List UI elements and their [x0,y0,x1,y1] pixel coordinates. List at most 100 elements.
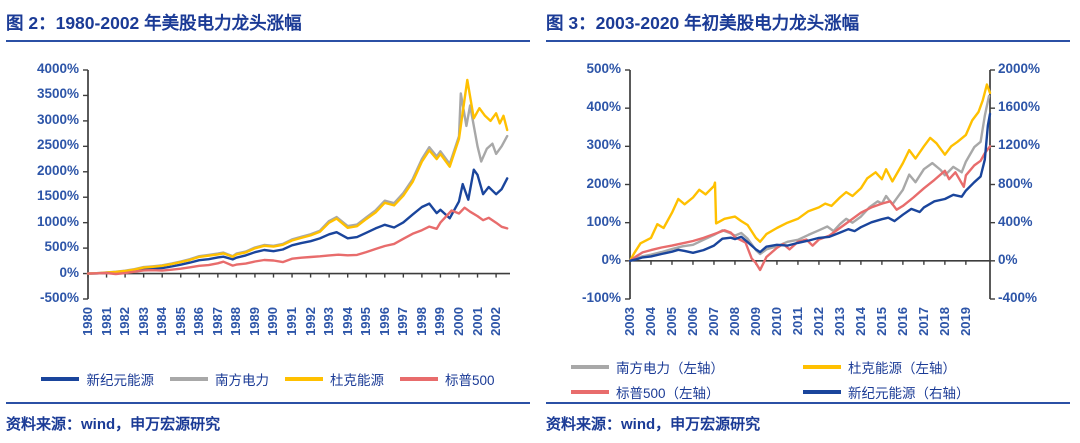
figure-2-x-tick-label: 1980 [80,307,95,336]
figure-3-yleft-tick-label: 400% [586,99,621,115]
sp500-line [628,145,992,272]
figure-3-yleft-tick-label: 300% [586,137,621,153]
figure-2-x-tick-label: 2001 [469,307,485,336]
legend-label: 新纪元能源 [86,373,154,388]
figure-2-chart: 4000% 3500% 3000% 2500% 2000% 1500% 1000% 500% 0… [0,42,540,354]
figure-2-x-tick-label: 1994 [339,307,355,336]
figure-3-x-tick-label: 2012 [810,307,826,336]
legend-line-swatch [803,389,841,394]
legend-item: 南方电力 [169,369,269,389]
figure-2-yleft-tick-label: 2000% [36,162,79,178]
figure-3-x-tick-label: 2007 [705,307,721,336]
figure-3-yleft-tick-label: 200% [586,175,621,191]
figure-3-x-tick-label: 2014 [852,307,868,336]
figure-2-yleft-tick-label: 2500% [36,137,79,153]
figure-2-yleft-tick-label: 4000% [36,61,79,76]
figure-2-yleft-tick-label: 1000% [36,213,79,229]
figure-3-yright-tick-label: 800% [998,175,1033,191]
figure-2-legend: 新纪元能源 南方电力 杜克能源 标普500 [6,356,530,402]
figure-2-x-tick-label: 1981 [98,307,114,336]
figure-3-x-tick-label: 2009 [747,307,763,336]
legend-line-swatch [571,364,609,369]
figure-3-x-tick-label: 2019 [957,307,973,336]
figure-2-plot-svg [83,69,510,300]
legend-item: 杜克能源（左轴） [803,357,1045,377]
figure-3-yright-tick-label: 1600% [998,99,1041,115]
figure-2-x-tick-label: 1984 [154,307,170,336]
figure-2-x-tick-label: 1991 [284,307,300,336]
legend-label: 杜克能源（左轴） [848,360,956,376]
figure-3-legend: 南方电力（左轴） 杜克能源（左轴） 标普500（左轴） 新纪元能源（右轴） [546,356,1070,402]
legend-line-swatch [41,377,80,381]
sp500-line [86,206,509,276]
figure-3-source: 资料来源：wind，申万宏源研究 [546,416,761,433]
figure-3-yright-tick-label: 2000% [998,61,1041,76]
figure-3-x-tick-label: 2010 [768,307,784,336]
legend-item: 南方电力（左轴） [571,357,803,377]
xinjiyuan-line [628,112,992,263]
figure-3-divider [546,402,1070,404]
legend-label: 杜克能源 [329,373,384,388]
legend-label: 标普500 [444,373,495,388]
figure-3-yleft-tick-label: 0% [601,251,621,267]
figure-2-yleft-tick-label: 3000% [36,111,79,127]
legend-line-swatch [803,364,841,369]
figure-3-x-tick-label: 2005 [663,307,679,336]
legend-label: 新纪元能源（右轴） [848,385,970,401]
figure-2-title: 图 2：1980-2002 年美股电力龙头涨幅 [6,0,530,42]
legend-label: 南方电力（左轴） [616,360,724,376]
figure-3-yright-tick-label: 1200% [998,137,1041,153]
figure-3-yright-tick-label: 400% [998,213,1033,229]
figure-2-x-tick-label: 1997 [395,307,411,336]
figure-3-x-tick-label: 2013 [831,307,847,336]
figure-2-x-tick-label: 1989 [246,307,262,336]
figure-2-yleft-tick-label: -500% [39,290,79,305]
figure-2-x-tick-label: 1983 [135,307,151,336]
figure-2-x-tick-label: 1996 [376,307,392,336]
figure-2-x-tick-label: 1998 [413,307,429,336]
legend-line-swatch [284,377,323,381]
figure-2-yleft-tick-label: 500% [44,239,79,255]
figure-3-yleft-tick-label: 100% [586,213,621,229]
figure-3-yright-tick-label: -400% [998,290,1038,305]
legend-item: 杜克能源 [284,369,384,389]
legend-label: 标普500（左轴） [616,385,720,401]
figure-3-x-tick-label: 2004 [642,307,658,336]
figure-2-x-tick-label: 2002 [488,307,504,336]
legend-line-swatch [571,389,609,394]
figure-2-yleft-tick-label: 1500% [36,188,79,204]
legend-label: 南方电力 [214,373,269,388]
legend-item: 新纪元能源（右轴） [803,382,1045,402]
duke-line [628,83,992,263]
figure-3-yleft-tick-label: -100% [581,290,621,305]
figure-3-x-tick-label: 2015 [873,307,889,336]
xinjiyuan-line [86,168,509,275]
figure-2-x-tick-label: 1995 [358,307,374,336]
figure-3-x-tick-label: 2008 [726,307,742,336]
legend-line-swatch [399,377,438,381]
figure-3-title: 图 3：2003-2020 年初美股电力龙头涨幅 [546,0,1070,42]
duke-line [86,78,509,275]
nanfang-line [86,92,509,275]
figure-3-x-tick-label: 2016 [894,307,910,336]
figure-3-x-tick-label: 2017 [915,307,931,336]
legend-item: 新纪元能源 [41,369,154,389]
figure-3-yleft-tick-label: 500% [586,61,621,76]
figure-3-chart: 500% 400% 300% 200% 100% 0% -100% 2000% 1600% 120… [540,42,1080,354]
figure-2-panel: 图 2：1980-2002 年美股电力龙头涨幅 4000% 3500% 3000% 2… [0,0,540,433]
figure-2-x-tick-label: 2000 [450,307,466,336]
figure-2-x-tick-label: 1982 [117,307,133,336]
figure-2-yleft-tick-label: 3500% [36,86,79,102]
figure-2-source: 资料来源：wind，申万宏源研究 [6,416,221,433]
figure-3-yright-tick-label: 0% [998,251,1018,267]
figure-2-x-tick-label: 1993 [321,307,337,336]
figure-2-x-tick-label: 1990 [265,307,281,336]
legend-item: 标普500（左轴） [571,382,803,402]
figure-2-x-tick-label: 1985 [172,307,188,336]
figure-2-x-tick-label: 1999 [432,307,448,336]
figure-2-x-tick-label: 1987 [209,307,225,336]
figure-2-yleft-tick-label: 0% [59,264,79,280]
legend-item: 标普500 [399,369,495,389]
figure-3-x-tick-label: 2006 [684,307,700,336]
figure-2-x-tick-label: 1988 [228,307,244,336]
